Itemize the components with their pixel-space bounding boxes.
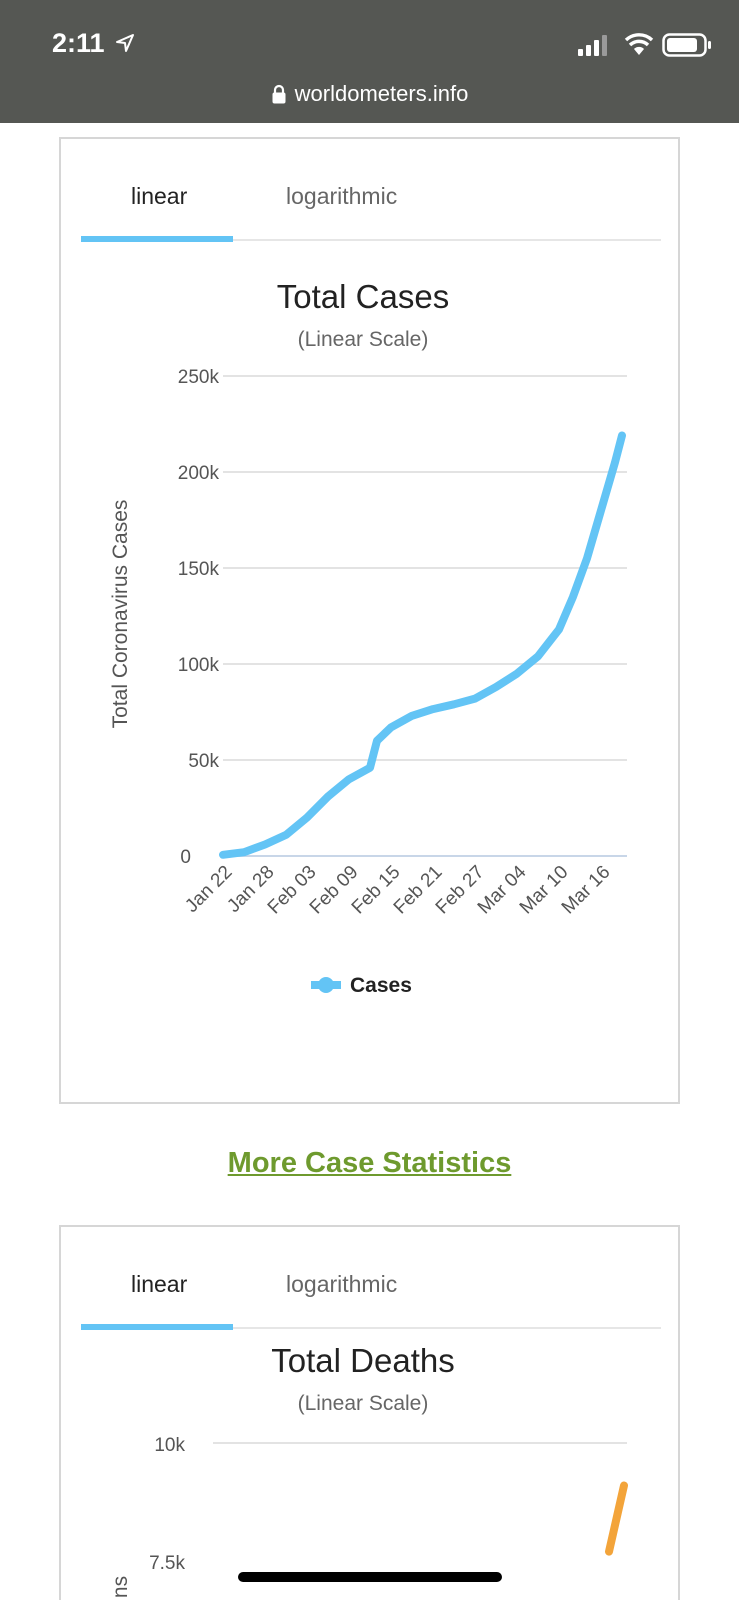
- total-cases-chart: Total Cases (Linear Scale) Total Coronav…: [109, 278, 627, 997]
- active-tab-indicator: [81, 236, 233, 242]
- scale-tabs: linear logarithmic: [81, 139, 661, 242]
- more-case-statistics-link[interactable]: More Case Statistics: [227, 1147, 512, 1179]
- tab-logarithmic[interactable]: logarithmic: [286, 1271, 398, 1297]
- battery-icon: [662, 33, 711, 57]
- scale-tabs: linear logarithmic: [81, 1227, 661, 1330]
- y-tick-label: 100k: [178, 655, 220, 676]
- deaths-series-line: [605, 1481, 628, 1556]
- chart-subtitle: (Linear Scale): [298, 328, 429, 351]
- x-tick-label: Jan 22: [181, 862, 236, 917]
- y-axis-label: ns: [109, 1576, 132, 1598]
- total-cases-card: linear logarithmic Total Cases (Linear S…: [59, 137, 680, 1104]
- signal-icon: [578, 35, 607, 56]
- wifi-icon: [624, 33, 654, 55]
- chart-title: Total Deaths: [271, 1342, 454, 1379]
- y-axis-label: Total Coronavirus Cases: [109, 500, 132, 729]
- legend-label-cases: Cases: [350, 974, 412, 997]
- y-tick-label: 0: [180, 847, 191, 868]
- legend-swatch-dot: [318, 977, 334, 993]
- chart-subtitle: (Linear Scale): [298, 1392, 429, 1415]
- total-deaths-card: linear logarithmic Total Deaths (Linear …: [59, 1225, 680, 1600]
- y-tick-label: 200k: [178, 463, 220, 484]
- tab-linear[interactable]: linear: [131, 183, 188, 209]
- y-tick-label: 10k: [154, 1435, 185, 1456]
- status-bar: 2:11 worldometers.info: [0, 0, 739, 123]
- address-bar[interactable]: worldometers.info: [0, 76, 739, 112]
- legend[interactable]: Cases: [311, 974, 412, 997]
- total-deaths-chart: Total Deaths (Linear Scale) ns 10k 7.5k: [109, 1342, 628, 1598]
- tab-linear[interactable]: linear: [131, 1271, 188, 1297]
- chart-title: Total Cases: [277, 278, 449, 315]
- cases-series-line: [219, 431, 626, 859]
- y-tick-label: 150k: [178, 559, 220, 580]
- active-tab-indicator: [81, 1324, 233, 1330]
- x-tick-label: Mar 16: [558, 862, 615, 919]
- url-text: worldometers.info: [294, 81, 469, 106]
- home-indicator: [238, 1572, 502, 1582]
- tab-logarithmic[interactable]: logarithmic: [286, 183, 398, 209]
- location-arrow-icon: [116, 34, 134, 52]
- lock-icon: [272, 84, 286, 104]
- y-tick-label: 7.5k: [149, 1553, 185, 1574]
- y-tick-label: 250k: [178, 367, 220, 388]
- y-tick-label: 50k: [188, 751, 219, 772]
- status-time: 2:11: [52, 28, 105, 58]
